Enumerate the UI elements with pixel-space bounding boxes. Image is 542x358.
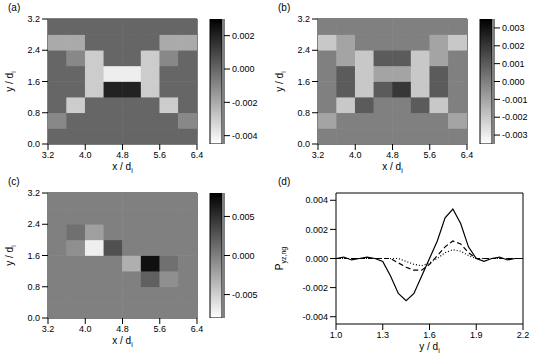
svg-text:6.4: 6.4 — [461, 150, 474, 160]
svg-text:1.6: 1.6 — [297, 77, 310, 87]
svg-text:2.4: 2.4 — [27, 219, 40, 229]
svg-text:0.000: 0.000 — [305, 254, 328, 264]
svg-text:0.8: 0.8 — [27, 282, 40, 292]
svg-text:0.0: 0.0 — [27, 313, 40, 323]
svg-text:1.6: 1.6 — [423, 330, 436, 340]
svg-text:2.4: 2.4 — [297, 45, 310, 55]
svg-text:0.005: 0.005 — [232, 212, 255, 222]
svg-text:3.2: 3.2 — [27, 188, 40, 198]
svg-text:0.0: 0.0 — [27, 139, 40, 149]
svg-text:0.001: 0.001 — [502, 59, 525, 69]
svg-text:3.2: 3.2 — [42, 150, 55, 160]
svg-text:4.0: 4.0 — [349, 150, 362, 160]
svg-text:2.4: 2.4 — [27, 45, 40, 55]
svg-text:-0.004: -0.004 — [232, 131, 258, 141]
svg-text:-0.002: -0.002 — [232, 98, 258, 108]
svg-text:x / di: x / di — [382, 161, 403, 174]
svg-text:x / di: x / di — [112, 161, 133, 174]
html-text:(d): (d) — [278, 176, 291, 187]
svg-text:y / di: y / di — [4, 245, 17, 266]
svg-text:4.8: 4.8 — [386, 150, 399, 160]
svg-text:x / di: x / di — [112, 335, 133, 348]
svg-text:3.2: 3.2 — [27, 14, 40, 24]
svg-text:0.002: 0.002 — [232, 31, 255, 41]
svg-text:5.6: 5.6 — [153, 324, 166, 334]
svg-text:0.002: 0.002 — [305, 225, 328, 235]
svg-text:0.003: 0.003 — [502, 23, 525, 33]
svg-text:6.4: 6.4 — [191, 150, 204, 160]
svg-text:y / di: y / di — [4, 71, 17, 92]
svg-text:0.004: 0.004 — [305, 195, 328, 205]
svg-text:0.8: 0.8 — [27, 108, 40, 118]
svg-text:Pyz,ng: Pyz,ng — [274, 247, 288, 271]
html-text:(c): (c) — [8, 176, 20, 187]
svg-text:4.8: 4.8 — [116, 150, 129, 160]
svg-text:0.000: 0.000 — [502, 77, 525, 87]
svg-text:y / di: y / di — [274, 71, 287, 92]
svg-text:3.2: 3.2 — [297, 14, 310, 24]
html-text:(a): (a) — [8, 2, 21, 13]
svg-text:-0.005: -0.005 — [232, 290, 258, 300]
svg-text:-0.002: -0.002 — [302, 283, 328, 293]
svg-text:1.9: 1.9 — [470, 330, 483, 340]
svg-text:0.000: 0.000 — [232, 251, 255, 261]
svg-text:-0.001: -0.001 — [502, 95, 528, 105]
svg-text:3.2: 3.2 — [42, 324, 55, 334]
svg-text:y / di: y / di — [419, 341, 440, 354]
svg-text:1.6: 1.6 — [27, 251, 40, 261]
svg-text:4.0: 4.0 — [79, 324, 92, 334]
svg-text:0.002: 0.002 — [502, 41, 525, 51]
svg-text:4.8: 4.8 — [116, 324, 129, 334]
svg-text:-0.004: -0.004 — [302, 312, 328, 322]
svg-text:1.0: 1.0 — [330, 330, 343, 340]
svg-text:0.8: 0.8 — [297, 108, 310, 118]
svg-text:-0.002: -0.002 — [502, 112, 528, 122]
svg-text:3.2: 3.2 — [312, 150, 325, 160]
html-text:(b): (b) — [278, 2, 291, 13]
svg-text:0.0: 0.0 — [297, 139, 310, 149]
svg-text:1.3: 1.3 — [376, 330, 389, 340]
svg-text:2.2: 2.2 — [517, 330, 530, 340]
svg-text:1.6: 1.6 — [27, 77, 40, 87]
svg-text:5.6: 5.6 — [423, 150, 436, 160]
svg-text:4.0: 4.0 — [79, 150, 92, 160]
svg-text:6.4: 6.4 — [191, 324, 204, 334]
svg-text:5.6: 5.6 — [153, 150, 166, 160]
svg-text:-0.003: -0.003 — [502, 130, 528, 140]
svg-text:0.000: 0.000 — [232, 64, 255, 74]
